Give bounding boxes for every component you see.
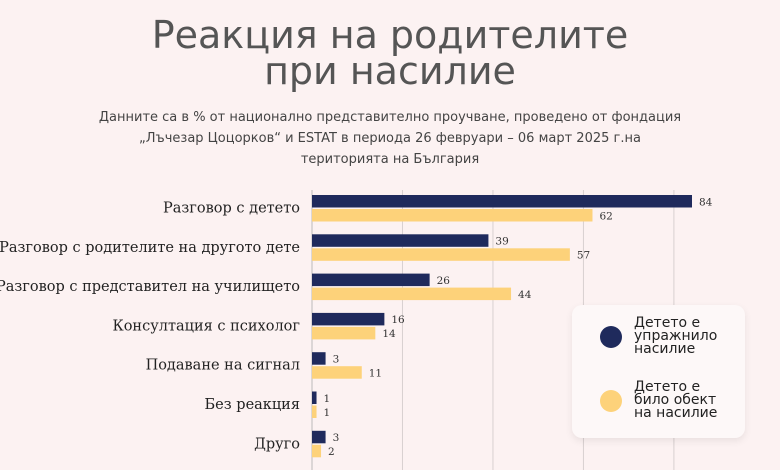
- category-label: Без реакция: [205, 397, 300, 413]
- bar: [312, 248, 570, 261]
- value-label: 62: [599, 210, 612, 222]
- bar: [312, 209, 593, 222]
- legend-label: Детето е било обект на насилие: [634, 379, 718, 421]
- value-label: 44: [518, 289, 532, 301]
- value-label: 14: [382, 328, 396, 340]
- bar: [312, 444, 322, 458]
- chart-title: Реакция на родителите: [152, 13, 629, 57]
- legend-swatch: [600, 389, 622, 412]
- category-label: Друго: [254, 436, 300, 452]
- bar: [312, 312, 385, 326]
- value-label: 57: [577, 250, 590, 262]
- bar: [312, 430, 326, 444]
- subtitle: Данните са в % от национално представите…: [99, 110, 681, 125]
- value-label: 1: [324, 393, 331, 405]
- legend-item: Детето е упражнило насилие: [600, 315, 729, 357]
- value-label: 84: [699, 196, 713, 208]
- legend: Детето е упражнило насилие Детето е било …: [572, 305, 745, 438]
- value-label: 39: [495, 236, 508, 248]
- value-label: 26: [437, 275, 451, 287]
- bar: [312, 287, 512, 301]
- subtitle: територията на България: [301, 152, 479, 167]
- bar: [312, 366, 362, 379]
- bar: [312, 273, 430, 287]
- category-label: Разговор с родителите на другото дете: [0, 240, 300, 256]
- bar: [312, 234, 489, 247]
- value-label: 11: [369, 367, 382, 379]
- category-label: Разговор с представител на училището: [0, 279, 300, 295]
- bar: [312, 326, 376, 340]
- value-label: 3: [333, 432, 340, 444]
- bar: [312, 195, 692, 208]
- bar: [312, 405, 317, 418]
- legend-swatch: [600, 325, 622, 348]
- legend-item: Детето е било обект на насилие: [600, 379, 729, 421]
- category-label: Подаване на сигнал: [146, 358, 300, 374]
- value-label: 16: [391, 314, 405, 326]
- category-label: Разговор с детето: [163, 201, 300, 217]
- value-label: 2: [328, 446, 335, 458]
- bar: [312, 391, 317, 404]
- subtitle: „Лъчезар Цоцорков“ и ESTAT в периода 26 …: [139, 131, 641, 146]
- value-label: 1: [324, 407, 331, 419]
- value-label: 3: [333, 353, 340, 365]
- category-label: Консултация с психолог: [112, 318, 300, 334]
- bar: [312, 352, 326, 365]
- chart-title: при насилие: [264, 49, 516, 93]
- legend-label: Детето е упражнило насилие: [634, 315, 718, 357]
